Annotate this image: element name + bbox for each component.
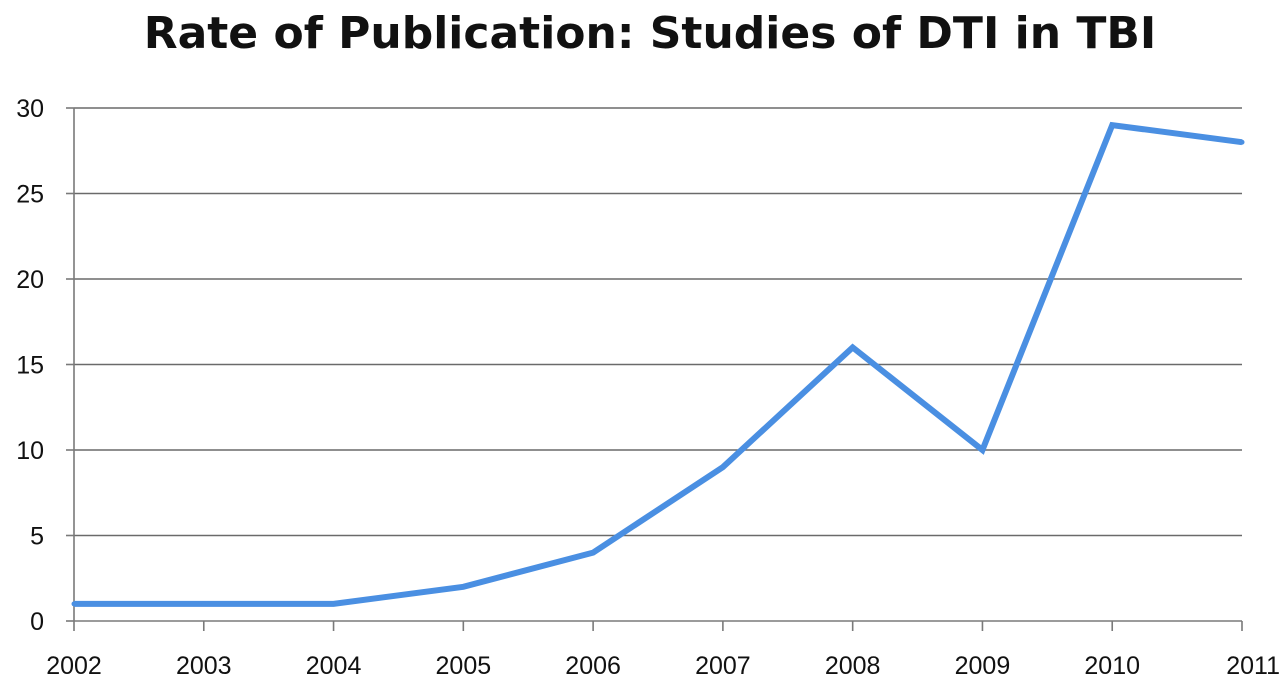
x-tick-label: 2007 <box>695 652 751 680</box>
data-point <box>850 344 856 350</box>
data-point <box>1239 139 1245 145</box>
x-tick-label: 2011 <box>1226 652 1280 680</box>
x-tick-label: 2004 <box>306 652 362 680</box>
x-tick-label: 2008 <box>825 652 881 680</box>
y-tick-label: 0 <box>30 608 44 636</box>
data-point <box>590 550 596 556</box>
x-tick-label: 2006 <box>565 652 621 680</box>
chart-title: Rate of Publication: Studies of DTI in T… <box>144 8 1157 59</box>
data-point <box>1109 122 1115 128</box>
x-axis-ticks: 2002 2003 2004 2005 2006 2007 2008 2009 2010 2011 <box>46 621 1280 680</box>
y-tick-label: 10 <box>16 437 44 465</box>
y-tick-label: 25 <box>16 181 44 209</box>
gridlines <box>74 107 1242 537</box>
x-tick-label: 2009 <box>955 652 1011 680</box>
data-point <box>720 464 726 470</box>
series-line <box>74 121 1243 607</box>
x-tick-label: 2003 <box>176 652 232 680</box>
y-tick-label: 15 <box>16 352 44 380</box>
y-tick-label: 20 <box>16 266 44 294</box>
data-point <box>71 601 77 607</box>
y-tick-label: 5 <box>30 523 44 551</box>
data-point <box>201 601 207 607</box>
y-tick-label: 30 <box>16 95 44 123</box>
x-tick-label: 2005 <box>436 652 492 680</box>
y-axis-ticks: 0 5 10 15 20 25 30 <box>16 95 74 636</box>
data-point <box>460 584 466 590</box>
series-group <box>71 121 1245 607</box>
data-point <box>331 601 337 607</box>
x-tick-label: 2002 <box>46 652 102 680</box>
x-tick-label: 2010 <box>1084 652 1140 680</box>
data-point <box>979 447 985 453</box>
